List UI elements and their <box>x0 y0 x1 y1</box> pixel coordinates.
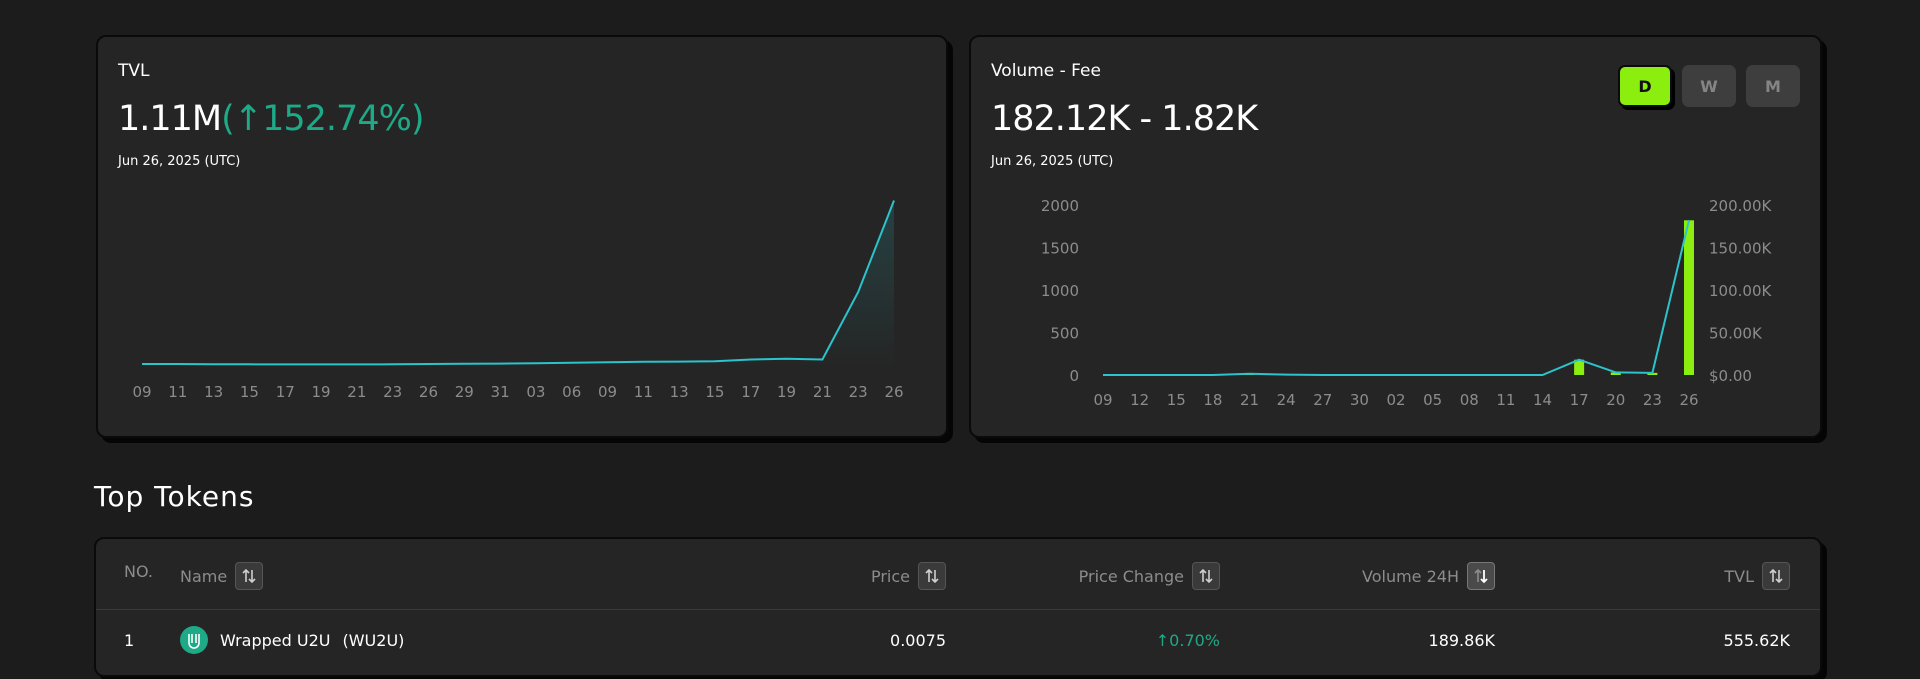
volume-fee-x-tick: 05 <box>1423 391 1442 409</box>
sort-arrows-icon <box>1769 568 1783 584</box>
table-header: NO. Name Price Price Change Volume 24H <box>96 539 1820 610</box>
volume-fee-card: Volume - Fee 182.12K - 1.82K Jun 26, 202… <box>969 35 1822 438</box>
volume-fee-x-tick: 15 <box>1167 391 1186 409</box>
volume-fee-chart[interactable]: 2000 1500 1000 500 0 200.00K 150.00K 100.00K 50.… <box>971 37 1820 436</box>
volume-fee-x-tick: 20 <box>1606 391 1625 409</box>
tvl-x-tick: 21 <box>347 383 366 401</box>
tvl-x-tick: 21 <box>813 383 832 401</box>
volume-fee-x-tick: 26 <box>1679 391 1698 409</box>
tvl-line <box>142 201 894 365</box>
tvl-x-tick: 26 <box>884 383 903 401</box>
volume-y-tick: 50.00K <box>1709 325 1763 343</box>
sort-arrows-icon <box>242 568 256 584</box>
sort-tvl-button[interactable] <box>1762 562 1790 590</box>
tvl-x-tick: 19 <box>777 383 796 401</box>
header-tvl-label: TVL <box>1724 567 1754 586</box>
tvl-chart[interactable]: 09 11 13 15 17 19 21 23 26 29 31 03 06 09 11 13 15 17 19 21… <box>98 37 946 436</box>
volume-fee-x-tick: 11 <box>1496 391 1515 409</box>
tvl-x-tick: 29 <box>455 383 474 401</box>
header-price: Price <box>871 562 946 590</box>
volume-y-tick: 150.00K <box>1709 240 1772 258</box>
header-name: Name <box>180 562 263 590</box>
row-price-change: ↑0.70% <box>1156 631 1220 650</box>
header-no-label: NO. <box>124 562 153 581</box>
tvl-x-tick: 09 <box>132 383 151 401</box>
header-tvl: TVL <box>1724 562 1790 590</box>
fee-y-tick: 500 <box>1050 325 1079 343</box>
tvl-x-tick: 15 <box>240 383 259 401</box>
header-name-label: Name <box>180 567 227 586</box>
sort-arrows-icon <box>925 568 939 584</box>
fee-bar <box>1684 220 1694 375</box>
sort-down-icon <box>1474 568 1488 584</box>
tvl-x-tick: 17 <box>741 383 760 401</box>
volume-fee-x-tick: 24 <box>1277 391 1296 409</box>
tvl-area <box>142 201 894 368</box>
tvl-x-tick: 31 <box>491 383 510 401</box>
header-price-label: Price <box>871 567 910 586</box>
header-volume: Volume 24H <box>1362 562 1495 590</box>
tvl-x-tick: 23 <box>383 383 402 401</box>
fee-y-tick: 1000 <box>1041 282 1079 300</box>
tvl-x-tick: 19 <box>312 383 331 401</box>
tvl-x-tick: 03 <box>526 383 545 401</box>
tvl-x-tick: 09 <box>598 383 617 401</box>
header-price-change: Price Change <box>1079 562 1220 590</box>
sort-arrows-icon <box>1199 568 1213 584</box>
top-tokens-title: Top Tokens <box>94 480 254 513</box>
volume-fee-x-tick: 12 <box>1130 391 1149 409</box>
row-token[interactable]: Wrapped U2U (WU2U) <box>180 626 404 654</box>
tvl-x-tick: 06 <box>562 383 581 401</box>
row-no: 1 <box>124 631 134 650</box>
tvl-card: TVL 1.11M(↑152.74%) Jun 26, 2025 (UTC) 0… <box>96 35 948 438</box>
fee-y-tick: 1500 <box>1041 240 1079 258</box>
volume-fee-x-tick: 08 <box>1460 391 1479 409</box>
sort-volume-button[interactable] <box>1467 562 1495 590</box>
volume-fee-x-tick: 02 <box>1386 391 1405 409</box>
tvl-x-tick: 23 <box>849 383 868 401</box>
row-tvl: 555.62K <box>1724 631 1790 650</box>
volume-fee-x-tick: 23 <box>1643 391 1662 409</box>
table-row[interactable]: 1 Wrapped U2U (WU2U) 0.0075 ↑0.70% 189.8… <box>96 609 1820 679</box>
header-volume-label: Volume 24H <box>1362 567 1459 586</box>
volume-fee-x-tick: 09 <box>1093 391 1112 409</box>
top-tokens-table: NO. Name Price Price Change Volume 24H <box>94 537 1822 677</box>
volume-y-tick: 200.00K <box>1709 197 1772 215</box>
tvl-x-tick: 13 <box>204 383 223 401</box>
tvl-x-tick: 17 <box>276 383 295 401</box>
tvl-x-tick: 13 <box>670 383 689 401</box>
u2u-token-icon <box>180 626 208 654</box>
token-name: Wrapped U2U <box>220 631 330 650</box>
tvl-x-tick: 26 <box>419 383 438 401</box>
header-no: NO. <box>124 562 153 581</box>
volume-fee-x-tick: 30 <box>1350 391 1369 409</box>
tvl-x-tick: 11 <box>168 383 187 401</box>
volume-fee-x-tick: 17 <box>1570 391 1589 409</box>
row-volume: 189.86K <box>1429 631 1495 650</box>
tvl-x-tick: 15 <box>705 383 724 401</box>
tvl-x-tick: 11 <box>634 383 653 401</box>
fee-y-tick: 2000 <box>1041 197 1079 215</box>
row-price: 0.0075 <box>890 631 946 650</box>
volume-y-tick: 100.00K <box>1709 282 1772 300</box>
sort-name-button[interactable] <box>235 562 263 590</box>
volume-fee-x-tick: 18 <box>1203 391 1222 409</box>
header-price-change-label: Price Change <box>1079 567 1184 586</box>
fee-y-tick: 0 <box>1069 367 1079 385</box>
volume-line <box>1103 220 1689 375</box>
volume-y-tick: $0.00 <box>1709 367 1752 385</box>
volume-fee-x-tick: 14 <box>1533 391 1552 409</box>
token-symbol: (WU2U) <box>342 631 404 650</box>
volume-fee-x-tick: 27 <box>1313 391 1332 409</box>
sort-price-change-button[interactable] <box>1192 562 1220 590</box>
sort-price-button[interactable] <box>918 562 946 590</box>
volume-fee-x-tick: 21 <box>1240 391 1259 409</box>
